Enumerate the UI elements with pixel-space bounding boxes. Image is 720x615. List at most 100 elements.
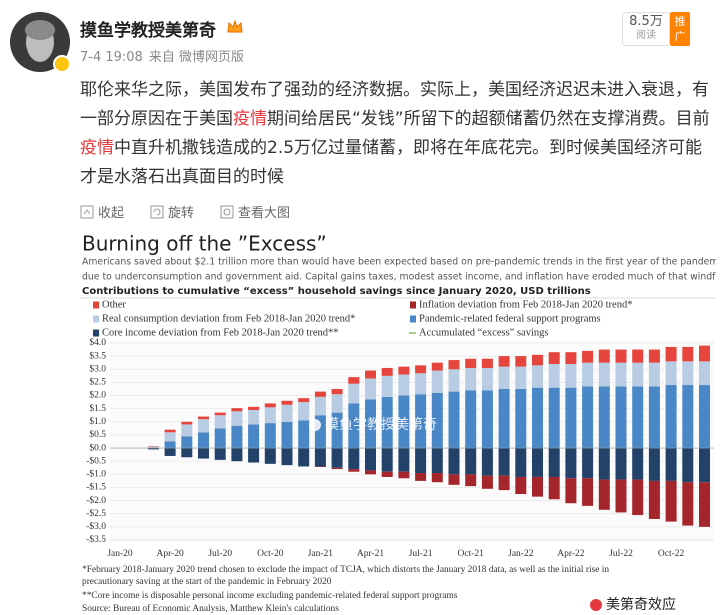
post-meta: 7-4 19:08 来自 微博网页版 [80,46,250,65]
view-large-action[interactable]: 查看大图 [220,202,290,221]
text: 耶伦来华之际，美国发布了强劲的经济数据。实际上，美国经济迟迟未进入衰退，有一部分… [80,80,709,129]
bar-segment [298,402,310,421]
bar-segment [281,421,293,449]
bar-segment [365,378,376,400]
bar-segment [264,407,276,424]
y-tick-label: $4.0 [89,337,106,348]
bar-segment [431,370,443,393]
bar-segment [548,352,560,365]
bar-segment [298,398,310,403]
bar-segment [314,396,326,416]
read-count: 8.5万 阅读 [622,12,670,46]
bar-segment [181,436,193,449]
x-tick-label: Jul-20 [208,549,232,559]
bar-segment [431,473,443,483]
action-label: 收起 [98,206,125,221]
legend-marker [93,315,99,323]
bar-segment [381,448,393,472]
bar-segment [665,480,677,522]
bar-segment [481,358,493,368]
bar-segment [699,361,710,386]
bar-segment [198,448,209,459]
bar-segment [231,448,243,462]
bar-segment [465,448,477,475]
bar-segment [431,362,443,371]
author-name[interactable]: 摸鱼学教授美第奇 [80,21,216,41]
bar-segment [515,476,527,495]
bar-segment [381,375,393,397]
collapse-action[interactable]: 收起 [80,202,124,221]
bar-segment [532,476,543,497]
bar-segment [314,466,326,467]
legend-label: Accumulated “excess” savings [419,327,548,338]
bar-segment [314,391,326,397]
bar-segment [164,432,176,442]
bar-segment [548,476,560,500]
y-tick-label: $3.5 [89,350,106,361]
bar-segment [565,352,577,365]
read-label: 阅读 [636,30,656,41]
promote-button[interactable]: 推广 [670,12,690,46]
x-tick-label: Oct-20 [257,549,284,559]
bar-segment [598,349,610,363]
highlight-text[interactable]: 疫情 [80,138,114,158]
y-tick-label: $0.0 [89,442,106,453]
rotate-action[interactable]: 旋转 [150,202,194,221]
image-actions: 收起 旋转 查看大图 [80,202,290,221]
bar-segment [465,358,477,368]
bar-segment [248,424,260,449]
y-tick-label: $2.5 [89,377,106,388]
bar-segment [632,349,644,363]
bar-segment [164,448,176,456]
avatar[interactable] [10,12,72,74]
bar-segment [398,374,410,396]
bar-segment [582,350,594,363]
bar-segment [615,349,627,363]
bar-segment [465,474,477,487]
bar-segment [648,349,660,363]
chart-subtitle: Americans saved about $2.1 trillion more… [82,257,716,268]
bar-segment [181,448,193,458]
bar-segment [598,362,610,387]
bar-segment [615,362,627,387]
footnote: **Core income is disposable personal inc… [82,590,458,601]
bar-segment [381,471,393,477]
bar-segment [699,448,710,483]
bar-segment [515,366,527,389]
bar-segment [331,412,343,449]
bar-segment [415,473,427,481]
bar-segment [398,366,410,375]
chart-title: Burning off the ”Excess” [82,232,327,256]
y-tick-label: -$1.5 [86,482,106,493]
y-tick-label: -$3.5 [86,534,106,545]
bar-segment [498,388,510,449]
bar-segment [348,377,360,384]
bar-segment [181,421,193,425]
bar-segment [264,448,276,464]
bar-segment [431,392,443,449]
action-label: 查看大图 [238,206,291,221]
bar-segment [381,367,393,376]
legend-marker [410,301,416,309]
bar-segment [498,448,510,476]
bar-segment [665,361,677,386]
crown-icon [227,19,243,33]
watermark: 美第奇效应 [606,596,676,613]
bar-segment [632,362,644,387]
chart[interactable]: Burning off the ”Excess” Americans saved… [80,228,716,615]
post-time: 7-4 19:08 [80,50,143,65]
y-tick-label: $1.5 [89,403,106,414]
bar-segment [481,367,493,391]
watermark-logo [309,419,321,431]
highlight-text[interactable]: 疫情 [233,109,267,129]
bar-segment [281,404,293,422]
footnote: Source: Bureau of Economic Analysis, Mat… [82,603,339,614]
chart-subtitle: due to underconsumption and government a… [82,272,716,283]
bar-segment [314,448,326,467]
bar-segment [515,448,527,477]
bar-segment [582,478,594,506]
bar-segment [365,370,376,379]
bar-segment [615,479,627,513]
bar-segment [214,412,226,416]
bar-segment [381,396,393,449]
